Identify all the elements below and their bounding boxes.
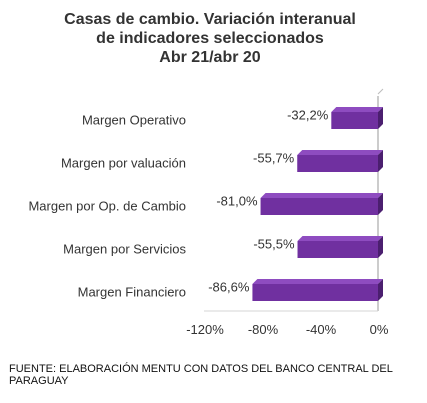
- bar-top-face: [331, 107, 383, 112]
- chart: Casas de cambio. Variación interanual de …: [28, 11, 389, 337]
- bar-2: [297, 155, 378, 172]
- data-label: -32,2%: [287, 108, 329, 123]
- bar-1: [331, 112, 378, 129]
- data-label: -86,6%: [208, 280, 250, 295]
- bar-top-face: [260, 193, 383, 198]
- data-label: -55,7%: [253, 151, 295, 166]
- x-tick-label: -80%: [248, 322, 279, 337]
- category-label: Margen por Op. de Cambio: [28, 199, 186, 214]
- chart-title: Casas de cambio. Variación interanual de …: [64, 11, 356, 66]
- x-tick-label: -40%: [306, 322, 337, 337]
- category-label: Margen por valuación: [61, 156, 186, 171]
- chart-title-line-3: Abr 21/abr 20: [159, 49, 260, 66]
- bar-top-face: [297, 150, 383, 155]
- x-tick-label: -120%: [186, 322, 224, 337]
- bar-side-face: [378, 193, 383, 215]
- bar-side-face: [378, 279, 383, 301]
- category-label: Margen Operativo: [82, 113, 186, 128]
- chart-labels: Margen Operativo -32,2% Margen por valuaci…: [28, 108, 328, 300]
- bar-side-face: [378, 236, 383, 258]
- chart-bars: [252, 107, 383, 301]
- chart-axes: -120% -80% -40% 0%: [186, 88, 389, 337]
- bar-side-face: [378, 107, 383, 129]
- category-label: Margen por Servicios: [63, 242, 186, 257]
- x-tick-label: 0%: [370, 322, 389, 337]
- bar-3: [260, 198, 378, 215]
- axis-depth-line: [377, 88, 384, 95]
- bar-5: [252, 284, 378, 301]
- source-note: FUENTE: ELABORACIÓN MENTU CON DATOS DEL …: [9, 363, 393, 387]
- data-label: -55,5%: [253, 237, 295, 252]
- bar-side-face: [378, 150, 383, 172]
- bar-top-face: [297, 236, 383, 241]
- data-label: -81,0%: [216, 194, 258, 209]
- bar-4: [297, 241, 378, 258]
- bar-top-face: [252, 279, 383, 284]
- chart-title-line-2: de indicadores seleccionados: [96, 30, 324, 47]
- category-label: Margen Financiero: [78, 285, 186, 300]
- chart-title-line-1: Casas de cambio. Variación interanual: [64, 11, 356, 28]
